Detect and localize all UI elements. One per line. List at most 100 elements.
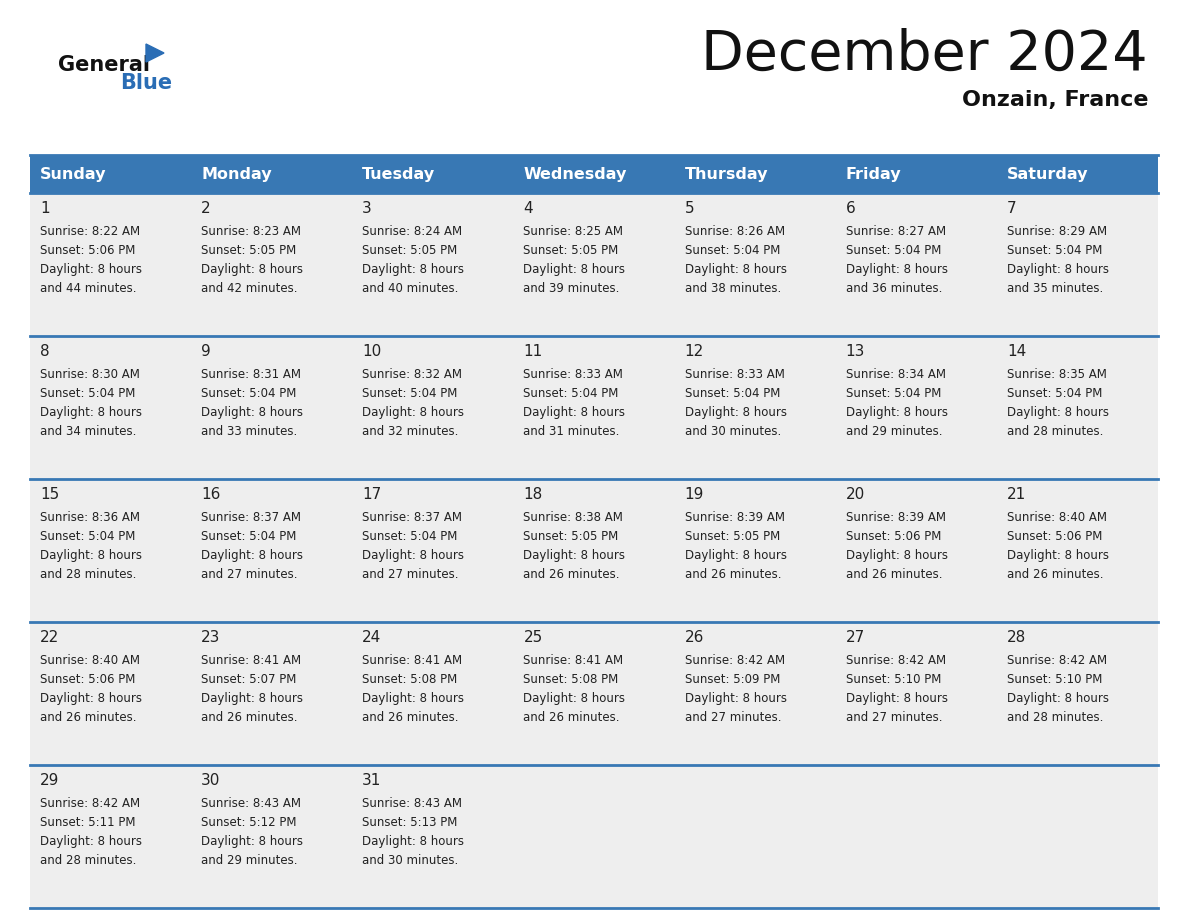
Text: and 29 minutes.: and 29 minutes. [846,425,942,438]
Text: Sunrise: 8:41 AM: Sunrise: 8:41 AM [362,654,462,667]
Text: Daylight: 8 hours: Daylight: 8 hours [201,549,303,562]
Text: 17: 17 [362,487,381,502]
Text: Tuesday: Tuesday [362,166,436,182]
Bar [30,155,1158,193]
Text: Sunrise: 8:31 AM: Sunrise: 8:31 AM [201,368,301,381]
Text: and 27 minutes.: and 27 minutes. [684,711,781,724]
Text: Blue: Blue [120,73,172,93]
Text: Friday: Friday [846,166,902,182]
Text: Sunset: 5:04 PM: Sunset: 5:04 PM [684,387,781,400]
Text: Sunset: 5:08 PM: Sunset: 5:08 PM [362,673,457,686]
Text: Sunrise: 8:27 AM: Sunrise: 8:27 AM [846,225,946,238]
Text: 11: 11 [524,344,543,359]
Text: Daylight: 8 hours: Daylight: 8 hours [1007,692,1108,705]
Text: and 26 minutes.: and 26 minutes. [524,711,620,724]
Text: 5: 5 [684,201,694,216]
Text: Sunset: 5:05 PM: Sunset: 5:05 PM [362,244,457,257]
Text: and 26 minutes.: and 26 minutes. [524,568,620,581]
Text: 13: 13 [846,344,865,359]
Text: Sunrise: 8:42 AM: Sunrise: 8:42 AM [40,797,140,810]
Text: Sunday: Sunday [40,166,107,182]
Text: Sunset: 5:04 PM: Sunset: 5:04 PM [1007,244,1102,257]
Text: Onzain, France: Onzain, France [961,90,1148,110]
Text: Sunrise: 8:37 AM: Sunrise: 8:37 AM [201,511,301,524]
Text: and 33 minutes.: and 33 minutes. [201,425,297,438]
Text: and 29 minutes.: and 29 minutes. [201,854,298,867]
Text: 26: 26 [684,630,704,645]
Text: Daylight: 8 hours: Daylight: 8 hours [201,263,303,276]
Text: Daylight: 8 hours: Daylight: 8 hours [846,406,948,419]
Text: Sunset: 5:04 PM: Sunset: 5:04 PM [201,387,297,400]
Text: Daylight: 8 hours: Daylight: 8 hours [846,692,948,705]
Text: Saturday: Saturday [1007,166,1088,182]
Text: 14: 14 [1007,344,1026,359]
Bar [30,765,1158,908]
Text: 2: 2 [201,201,210,216]
Text: 20: 20 [846,487,865,502]
Text: 1: 1 [40,201,50,216]
Text: and 30 minutes.: and 30 minutes. [362,854,459,867]
Text: Sunrise: 8:41 AM: Sunrise: 8:41 AM [524,654,624,667]
Text: 31: 31 [362,773,381,788]
Text: Daylight: 8 hours: Daylight: 8 hours [362,549,465,562]
Text: Daylight: 8 hours: Daylight: 8 hours [40,835,143,848]
Text: and 28 minutes.: and 28 minutes. [40,854,137,867]
Text: Daylight: 8 hours: Daylight: 8 hours [362,835,465,848]
Text: Daylight: 8 hours: Daylight: 8 hours [684,549,786,562]
Text: Sunset: 5:07 PM: Sunset: 5:07 PM [201,673,297,686]
Text: 28: 28 [1007,630,1026,645]
Text: Sunrise: 8:23 AM: Sunrise: 8:23 AM [201,225,301,238]
Text: Daylight: 8 hours: Daylight: 8 hours [201,835,303,848]
Text: Sunset: 5:04 PM: Sunset: 5:04 PM [684,244,781,257]
Text: Wednesday: Wednesday [524,166,627,182]
Text: Daylight: 8 hours: Daylight: 8 hours [1007,263,1108,276]
Text: and 39 minutes.: and 39 minutes. [524,282,620,295]
Text: Sunset: 5:13 PM: Sunset: 5:13 PM [362,816,457,829]
Text: and 28 minutes.: and 28 minutes. [1007,425,1104,438]
Text: Sunrise: 8:41 AM: Sunrise: 8:41 AM [201,654,302,667]
Text: Sunrise: 8:22 AM: Sunrise: 8:22 AM [40,225,140,238]
Text: Daylight: 8 hours: Daylight: 8 hours [201,406,303,419]
Text: and 26 minutes.: and 26 minutes. [684,568,781,581]
Text: Sunrise: 8:40 AM: Sunrise: 8:40 AM [1007,511,1107,524]
Text: and 26 minutes.: and 26 minutes. [362,711,459,724]
Text: Sunset: 5:12 PM: Sunset: 5:12 PM [201,816,297,829]
Text: and 26 minutes.: and 26 minutes. [1007,568,1104,581]
Text: Sunrise: 8:38 AM: Sunrise: 8:38 AM [524,511,624,524]
Text: Daylight: 8 hours: Daylight: 8 hours [524,692,625,705]
Text: Sunset: 5:09 PM: Sunset: 5:09 PM [684,673,781,686]
Text: and 26 minutes.: and 26 minutes. [201,711,298,724]
Text: Daylight: 8 hours: Daylight: 8 hours [40,692,143,705]
Text: Sunset: 5:05 PM: Sunset: 5:05 PM [524,244,619,257]
Text: and 27 minutes.: and 27 minutes. [362,568,459,581]
Text: Daylight: 8 hours: Daylight: 8 hours [1007,549,1108,562]
Text: and 42 minutes.: and 42 minutes. [201,282,298,295]
Text: 24: 24 [362,630,381,645]
Text: December 2024: December 2024 [701,28,1148,82]
Text: 8: 8 [40,344,50,359]
Text: and 26 minutes.: and 26 minutes. [40,711,137,724]
Text: 27: 27 [846,630,865,645]
Text: Daylight: 8 hours: Daylight: 8 hours [362,692,465,705]
Text: Sunrise: 8:42 AM: Sunrise: 8:42 AM [1007,654,1107,667]
Text: Sunset: 5:06 PM: Sunset: 5:06 PM [40,673,135,686]
Text: Daylight: 8 hours: Daylight: 8 hours [40,406,143,419]
Text: 12: 12 [684,344,703,359]
Text: Sunrise: 8:33 AM: Sunrise: 8:33 AM [524,368,624,381]
Text: Sunset: 5:08 PM: Sunset: 5:08 PM [524,673,619,686]
Text: and 44 minutes.: and 44 minutes. [40,282,137,295]
Text: Sunset: 5:05 PM: Sunset: 5:05 PM [524,530,619,543]
Text: 16: 16 [201,487,221,502]
Text: Sunrise: 8:37 AM: Sunrise: 8:37 AM [362,511,462,524]
Text: Sunset: 5:04 PM: Sunset: 5:04 PM [362,387,457,400]
Text: Sunrise: 8:39 AM: Sunrise: 8:39 AM [846,511,946,524]
Text: Sunrise: 8:42 AM: Sunrise: 8:42 AM [846,654,946,667]
Text: Sunset: 5:04 PM: Sunset: 5:04 PM [846,387,941,400]
Text: Sunrise: 8:43 AM: Sunrise: 8:43 AM [201,797,301,810]
Text: Sunset: 5:06 PM: Sunset: 5:06 PM [846,530,941,543]
Text: Sunset: 5:04 PM: Sunset: 5:04 PM [1007,387,1102,400]
Text: Sunset: 5:10 PM: Sunset: 5:10 PM [1007,673,1102,686]
Text: and 26 minutes.: and 26 minutes. [846,568,942,581]
Text: Sunset: 5:04 PM: Sunset: 5:04 PM [40,387,135,400]
Text: 4: 4 [524,201,533,216]
